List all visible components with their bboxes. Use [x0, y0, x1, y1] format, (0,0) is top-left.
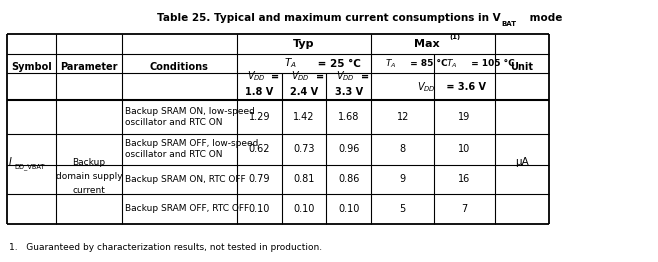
Text: 10: 10	[459, 144, 470, 154]
Text: Backup SRAM OFF, RTC OFF: Backup SRAM OFF, RTC OFF	[125, 204, 249, 214]
Text: 1.29: 1.29	[249, 112, 270, 122]
Text: 19: 19	[459, 112, 470, 122]
Text: =: =	[361, 71, 368, 81]
Text: $T_A$: $T_A$	[385, 57, 397, 70]
Text: = 3.6 V: = 3.6 V	[443, 82, 486, 92]
Text: 1.   Guaranteed by characterization results, not tested in production.: 1. Guaranteed by characterization result…	[9, 243, 322, 252]
Text: Backup SRAM ON, RTC OFF: Backup SRAM ON, RTC OFF	[125, 175, 245, 184]
Text: Parameter: Parameter	[60, 62, 118, 72]
Text: 0.86: 0.86	[338, 174, 359, 184]
Text: = 25 °C: = 25 °C	[314, 58, 361, 69]
Text: $T_A$: $T_A$	[284, 57, 297, 70]
Text: Max: Max	[414, 39, 439, 49]
Text: 0.62: 0.62	[249, 144, 270, 154]
Text: BAT: BAT	[501, 21, 517, 27]
Text: Backup SRAM ON, low-speed
oscillator and RTC ON: Backup SRAM ON, low-speed oscillator and…	[125, 107, 255, 127]
Text: 12: 12	[397, 112, 409, 122]
Text: 1.68: 1.68	[338, 112, 359, 122]
Text: $V_{DD}$: $V_{DD}$	[291, 69, 310, 83]
Text: = 105 °C: = 105 °C	[468, 59, 515, 68]
Text: 0.96: 0.96	[338, 144, 359, 154]
Text: 5: 5	[399, 204, 406, 214]
Text: $T_A$: $T_A$	[445, 57, 457, 70]
Text: domain supply: domain supply	[55, 172, 122, 181]
Text: 0.79: 0.79	[249, 174, 270, 184]
Text: μA: μA	[515, 157, 529, 167]
Text: 0.81: 0.81	[293, 174, 315, 184]
Text: Table 25. Typical and maximum current consumptions in V: Table 25. Typical and maximum current co…	[157, 13, 501, 23]
Text: $V_{DD}$: $V_{DD}$	[417, 80, 436, 94]
Text: $V_{DD}$: $V_{DD}$	[336, 69, 355, 83]
Text: = 85 °C: = 85 °C	[407, 59, 447, 68]
Text: =: =	[271, 71, 279, 81]
Text: 8: 8	[399, 144, 406, 154]
Text: 2.4 V: 2.4 V	[290, 87, 318, 97]
Text: 0.10: 0.10	[293, 204, 315, 214]
Text: 0.10: 0.10	[249, 204, 270, 214]
Text: 0.10: 0.10	[338, 204, 359, 214]
Text: Typ: Typ	[293, 39, 315, 49]
Text: 0.73: 0.73	[293, 144, 315, 154]
Text: Backup: Backup	[72, 158, 105, 167]
Text: 9: 9	[399, 174, 406, 184]
Text: 7: 7	[461, 204, 468, 214]
Text: 16: 16	[459, 174, 470, 184]
Text: Symbol: Symbol	[11, 62, 51, 72]
Text: 1.42: 1.42	[293, 112, 315, 122]
Text: =: =	[316, 71, 324, 81]
Text: $V_{DD}$: $V_{DD}$	[247, 69, 265, 83]
Text: Conditions: Conditions	[150, 62, 209, 72]
Text: mode: mode	[526, 13, 563, 23]
Text: I: I	[9, 157, 11, 167]
Text: Backup SRAM OFF, low-speed
oscillator and RTC ON: Backup SRAM OFF, low-speed oscillator an…	[125, 139, 259, 159]
Text: (1): (1)	[449, 34, 461, 40]
Text: 3.3 V: 3.3 V	[335, 87, 363, 97]
Text: Unit: Unit	[511, 62, 534, 72]
Text: current: current	[72, 187, 105, 195]
Text: DD_VBAT: DD_VBAT	[14, 163, 45, 170]
Text: 1.8 V: 1.8 V	[245, 87, 273, 97]
